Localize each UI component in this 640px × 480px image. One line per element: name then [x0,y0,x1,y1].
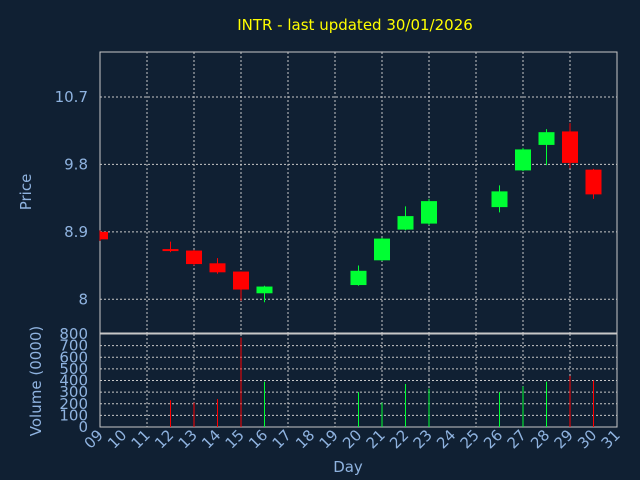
volume-tick-label: 600 [59,348,88,366]
candle-body [421,201,437,224]
price-axis-label: Price [17,174,35,211]
volume-tick-label: 200 [59,395,88,413]
day-tick-label: 11 [128,426,154,452]
day-tick-label: 29 [551,426,577,452]
volume-panel: 0100200300400500600700800091011121314151… [59,325,623,452]
candle-body [100,231,108,240]
day-tick-label: 13 [175,426,201,452]
day-tick-label: 19 [316,426,342,452]
candle-body [397,216,414,230]
day-tick-label: 31 [598,426,624,452]
candle-body [209,263,226,273]
day-tick-label: 22 [386,426,412,452]
candle-body [491,191,508,208]
candle-body [256,286,273,294]
price-tick-label: 8 [78,290,88,308]
day-tick-label: 21 [363,426,389,452]
day-tick-label: 26 [480,426,506,452]
price-tick-label: 8.9 [64,223,88,241]
price-tick-label: 9.8 [64,155,88,173]
candle-body [538,132,555,145]
day-tick-label: 18 [292,426,318,452]
volume-tick-label: 800 [59,325,88,343]
volume-tick-label: 700 [59,337,88,355]
candle-body [515,149,531,171]
volume-tick-label: 0 [78,418,88,436]
volume-axis-label: Volume (0000) [27,326,45,436]
day-tick-label: 23 [410,426,436,452]
day-tick-label: 24 [433,426,459,452]
volume-tick-label: 100 [59,406,88,424]
day-tick-label: 20 [339,426,365,452]
day-axis-label: Day [333,458,363,476]
day-tick-label: 17 [269,426,295,452]
price-tick-label: 10.7 [55,88,88,106]
price-plot-frame [99,51,618,334]
candle-body [350,270,367,286]
day-tick-label: 27 [504,426,530,452]
day-tick-label: 15 [222,426,248,452]
candle-body [186,250,202,265]
candle-body [562,131,578,163]
volume-tick-label: 300 [59,383,88,401]
candle-body [162,249,179,252]
day-tick-label: 30 [574,426,600,452]
candle-body [585,169,602,195]
day-tick-label: 16 [245,426,271,452]
day-tick-label: 12 [151,426,177,452]
candle-body [233,271,249,290]
day-tick-label: 10 [104,426,130,452]
candle-body [374,238,390,261]
chart-title: INTR - last updated 30/01/2026 [237,16,473,34]
volume-tick-label: 500 [59,360,88,378]
price-panel: 8 8.9 9.8 10.7 [55,51,618,334]
volume-tick-label: 400 [59,372,88,390]
day-tick-label: 28 [527,426,553,452]
day-tick-label: 14 [198,426,224,452]
day-tick-label: 25 [457,426,483,452]
